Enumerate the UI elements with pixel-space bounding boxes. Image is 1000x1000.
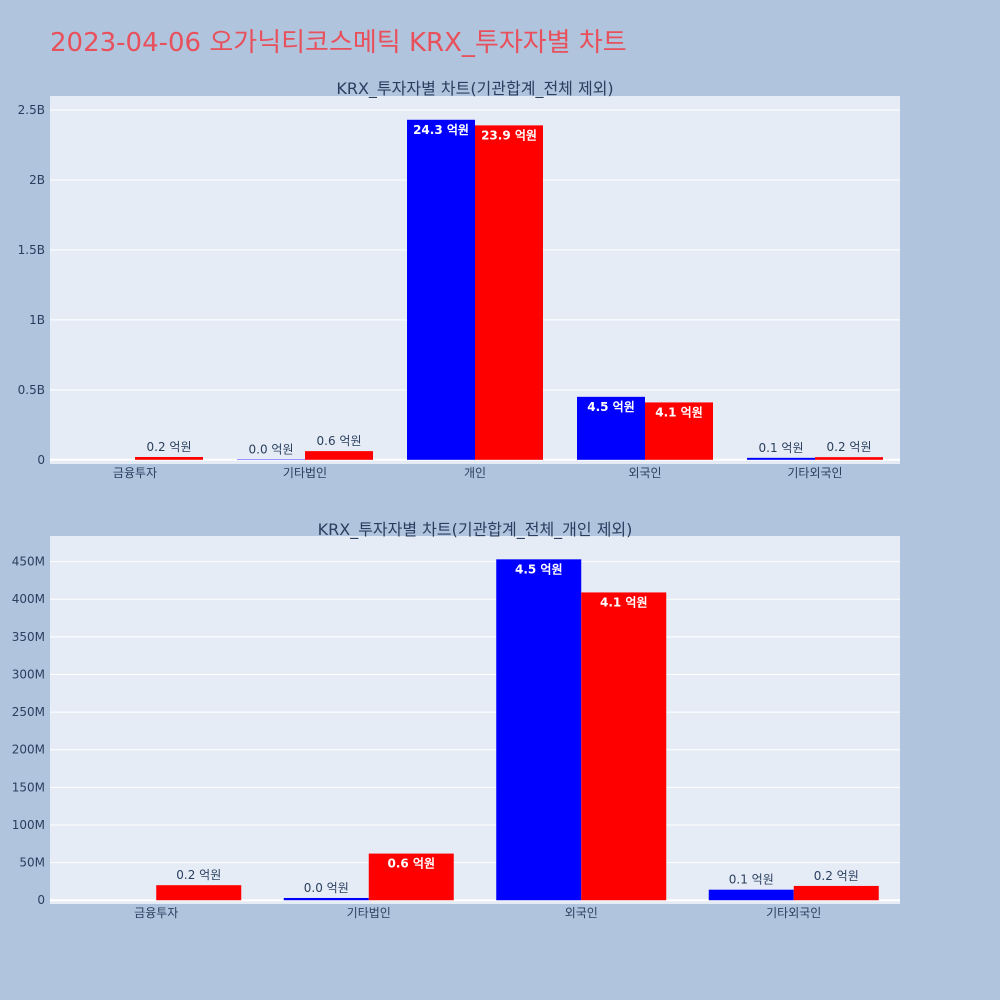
- x-tick-label: 기타외국인: [787, 466, 842, 480]
- bar: [305, 451, 373, 460]
- y-tick-label: 2.5B: [18, 103, 45, 117]
- y-tick-label: 450M: [12, 555, 45, 569]
- bar: [815, 457, 883, 460]
- data-label: 0.1 억원: [729, 873, 774, 887]
- y-tick-label: 200M: [12, 743, 45, 757]
- data-label: 4.5 억원: [515, 562, 563, 576]
- y-tick-label: 350M: [12, 630, 45, 644]
- y-tick-label: 100M: [12, 818, 45, 832]
- x-tick-label: 기타법인: [347, 906, 391, 920]
- x-tick-label: 금융투자: [134, 906, 178, 920]
- bar: [793, 885, 879, 901]
- data-label: 0.6 억원: [317, 434, 362, 448]
- bar: [407, 119, 475, 460]
- data-label: 24.3 억원: [413, 123, 469, 137]
- bar: [368, 853, 454, 901]
- bar: [135, 457, 203, 460]
- bar: [156, 885, 242, 901]
- x-tick-label: 기타외국인: [766, 906, 821, 920]
- data-label: 4.5 억원: [587, 400, 635, 414]
- data-label: 0.2 억원: [814, 869, 859, 883]
- data-label: 0.0 억원: [304, 881, 349, 895]
- y-tick-label: 0.5B: [18, 383, 45, 397]
- y-tick-label: 1B: [29, 313, 45, 327]
- data-label: 0.1 억원: [759, 441, 804, 455]
- y-tick-label: 1.5B: [18, 243, 45, 257]
- bar: [581, 592, 667, 901]
- y-tick-label: 250M: [12, 705, 45, 719]
- x-tick-label: 금융투자: [113, 466, 157, 480]
- bar: [283, 897, 369, 901]
- bar: [747, 457, 815, 460]
- bar: [577, 396, 645, 460]
- y-tick-label: 150M: [12, 780, 45, 794]
- data-label: 0.2 억원: [147, 440, 192, 454]
- x-tick-label: 기타법인: [283, 466, 327, 480]
- chart-title-0: KRX_투자자별 차트(기관합계_전체 제외): [336, 79, 613, 99]
- bar: [475, 125, 543, 460]
- x-tick-label: 개인: [464, 466, 486, 480]
- data-label: 0.2 억원: [176, 868, 221, 882]
- x-tick-label: 외국인: [628, 466, 661, 480]
- data-label: 4.1 억원: [655, 405, 703, 419]
- y-tick-label: 0: [37, 893, 45, 907]
- data-label: 0.0 억원: [249, 442, 294, 456]
- y-tick-label: 2B: [29, 173, 45, 187]
- plot-area-1: [50, 536, 900, 904]
- y-tick-label: 300M: [12, 667, 45, 681]
- data-label: 23.9 억원: [481, 128, 537, 142]
- x-tick-label: 외국인: [565, 906, 598, 920]
- bar: [645, 402, 713, 460]
- y-tick-label: 50M: [19, 856, 45, 870]
- page-title: 2023-04-06 오가닉티코스메틱 KRX_투자자별 차트: [50, 28, 627, 58]
- bar: [708, 889, 794, 901]
- y-tick-label: 400M: [12, 592, 45, 606]
- y-tick-label: 0: [37, 453, 45, 467]
- data-label: 0.6 억원: [387, 857, 435, 871]
- bar: [496, 559, 582, 901]
- data-label: 4.1 억원: [600, 595, 648, 609]
- data-label: 0.2 억원: [827, 440, 872, 454]
- chart-title-1: KRX_투자자별 차트(기관합계_전체_개인 제외): [318, 520, 633, 540]
